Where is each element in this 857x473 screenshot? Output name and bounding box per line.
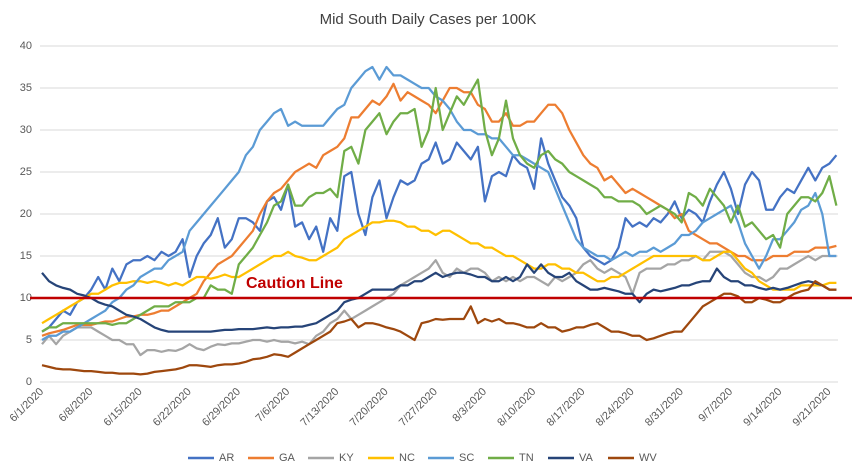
legend-label: GA [279, 452, 296, 464]
legend-label: AR [219, 452, 234, 464]
legend-label: KY [339, 452, 354, 464]
series-line [41, 250, 837, 357]
legend-label: VA [579, 452, 594, 464]
series-line [41, 280, 837, 376]
y-tick-label: 25 [20, 166, 32, 178]
y-tick-label: 30 [20, 124, 32, 136]
series-line [41, 78, 838, 333]
chart-title: Mid South Daily Cases per 100K [320, 11, 537, 28]
legend-label: SC [459, 452, 474, 464]
series-line [41, 219, 837, 325]
legend-label: WV [639, 452, 657, 464]
y-tick-label: 5 [26, 334, 32, 346]
legend-label: TN [519, 452, 534, 464]
series-line [41, 137, 838, 333]
y-tick-label: 0 [26, 376, 32, 388]
y-tick-label: 10 [20, 292, 32, 304]
y-tick-label: 40 [20, 40, 32, 52]
y-tick-label: 20 [20, 208, 32, 220]
y-tick-label: 35 [20, 82, 32, 94]
legend-label: NC [399, 452, 415, 464]
series-line [41, 263, 837, 333]
caution-label: Caution Line [246, 275, 343, 292]
y-tick-label: 15 [20, 250, 32, 262]
series-line [41, 65, 837, 341]
